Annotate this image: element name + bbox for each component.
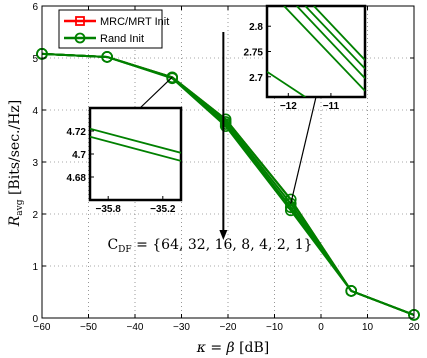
x-axis-label: κ = β [dB] <box>196 340 270 356</box>
data-point-circle <box>284 197 297 210</box>
inset-connector <box>290 96 317 204</box>
legend-label-rand: Rand Init <box>100 33 144 45</box>
inset-y-tick-label: 2.7 <box>249 73 263 84</box>
legend-marker-square <box>75 16 85 26</box>
inset-x-tick-label: −12 <box>280 101 297 112</box>
y-tick-label: 0 <box>32 314 38 325</box>
inset-series-line <box>313 6 365 61</box>
legend-label-mrc: MRC/MRT Init <box>100 16 169 28</box>
data-point-circle <box>219 120 232 132</box>
inset-y-tick-label: 4.68 <box>67 173 87 184</box>
data-point-circle <box>284 204 297 217</box>
legend-marker-circle <box>74 32 86 44</box>
inset-series-line <box>267 70 306 97</box>
y-tick-label: 2 <box>32 210 38 221</box>
inset-lines <box>90 127 181 162</box>
y-tick-label: 5 <box>32 54 38 65</box>
annotation-text: CDF = {64, 32, 16, 8, 4, 2, 1} <box>107 237 312 255</box>
inset-x-tick-label: −35.2 <box>150 204 176 215</box>
x-tick-label: 0 <box>318 322 324 333</box>
y-tick-label: 3 <box>32 158 38 169</box>
inset-y-tick-label: 2.75 <box>244 48 264 59</box>
x-tick-label: −30 <box>173 322 190 333</box>
data-point-circle <box>284 193 297 206</box>
zoom-inset: −12 −11 2.7 2.75 2.8 <box>244 4 367 204</box>
inset-series-line <box>90 135 181 162</box>
inset-y-tick-label: 4.72 <box>67 127 87 138</box>
plot-frame <box>41 5 415 319</box>
x-tick-label: −60 <box>34 322 51 333</box>
inset-frame <box>88 106 183 202</box>
inset-layer: −35.8 −35.2 4.68 4.7 4.72 −12 −11 2.7 2.75 2.8 <box>67 4 367 215</box>
x-tick-label: 20 <box>408 322 420 333</box>
series-layer <box>36 48 420 321</box>
data-point-circle <box>101 51 113 63</box>
x-tick-label: −20 <box>220 322 237 333</box>
annotation: CDF = {64, 32, 16, 8, 4, 2, 1} <box>107 32 313 255</box>
x-tick-label: −50 <box>80 322 97 333</box>
y-tick-label: 1 <box>32 262 38 273</box>
x-tick-label: −10 <box>266 322 283 333</box>
annotation-arrowhead <box>219 230 228 240</box>
inset-series-line <box>283 6 365 92</box>
inset-y-tick-label: 4.7 <box>72 150 86 161</box>
inset-x-tick-label: −11 <box>323 101 340 112</box>
y-axis-label: Ravg [Bits/sec./Hz] <box>7 100 25 228</box>
data-point-circle <box>166 72 178 85</box>
data-point-circle <box>345 285 358 297</box>
series-line-rand <box>41 52 415 316</box>
zoom-inset: −35.8 −35.2 4.68 4.7 4.72 <box>67 76 183 215</box>
x-tick-label: −40 <box>127 322 144 333</box>
inset-lines <box>267 6 365 97</box>
inset-series-line <box>304 6 365 70</box>
inset-series-line <box>296 6 365 79</box>
inset-frame <box>265 4 367 99</box>
x-tick-label: 10 <box>362 322 374 333</box>
inset-series-line <box>90 127 181 154</box>
inset-y-tick-label: 2.8 <box>249 22 263 33</box>
inset-x-tick-label: −35.8 <box>96 204 122 215</box>
inset-connector <box>139 76 173 109</box>
y-tick-label: 6 <box>32 2 38 13</box>
y-tick-label: 4 <box>32 106 38 117</box>
legend: MRC/MRT Init Rand Init <box>58 9 169 49</box>
